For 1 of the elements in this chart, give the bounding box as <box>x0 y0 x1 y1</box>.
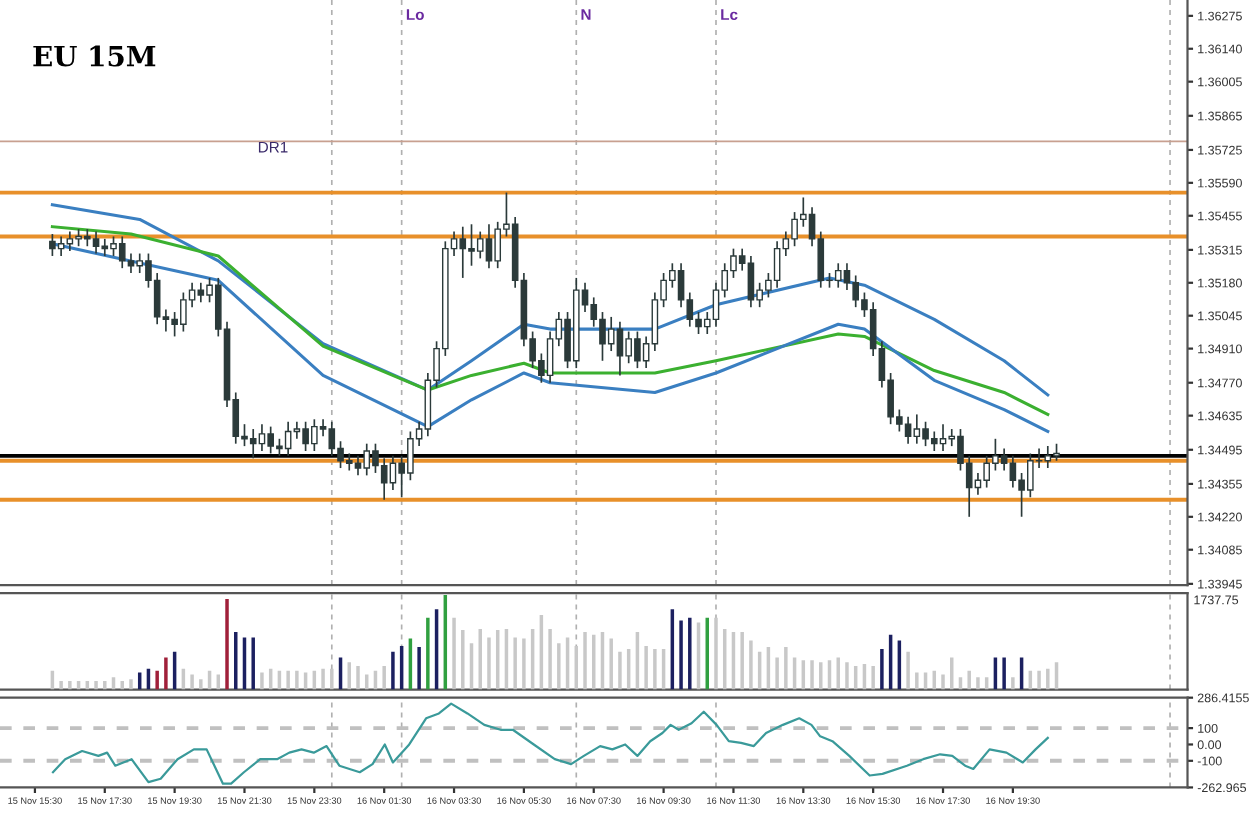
text: EU 15M <box>33 45 156 67</box>
